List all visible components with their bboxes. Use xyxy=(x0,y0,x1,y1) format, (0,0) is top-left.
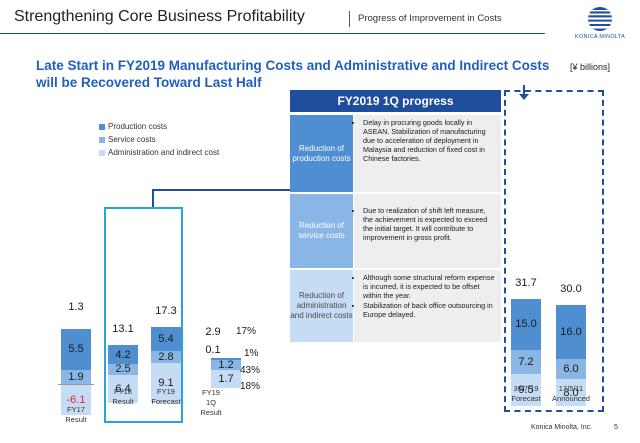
progress-rate-production: 1% xyxy=(244,348,259,359)
fy18-fy19-highlight-box xyxy=(104,207,183,423)
legend-admin: Administration and indirect cost xyxy=(99,148,219,157)
heading-line-2: will be Recovered Toward Last Half xyxy=(36,74,262,90)
bar-production-segment: 5.5 xyxy=(61,328,91,370)
progress-bullet: Stabilization of back office outsourcing… xyxy=(363,301,497,319)
company-logo: KONICA MINOLTA xyxy=(572,4,628,48)
x-axis-label-line: FY17 xyxy=(67,405,85,414)
progress-bullet: Due to realization of shift left measure… xyxy=(363,206,497,242)
legend-label-admin: Administration and indirect cost xyxy=(108,148,220,157)
progress-title: FY2019 1Q progress xyxy=(290,90,501,112)
progress-row-label-service: Reduction of service costs xyxy=(290,194,353,268)
slide-title: Strengthening Core Business Profitabilit… xyxy=(14,8,305,25)
forecast-dashed-box xyxy=(504,90,604,412)
title-separator xyxy=(349,11,350,27)
arrow-down-icon xyxy=(519,85,529,100)
progress-row-label-production: Reduction of production costs xyxy=(290,115,353,192)
slide-subtitle: Progress of Improvement in Costs xyxy=(358,13,502,24)
legend-service: Service costs xyxy=(99,135,156,144)
bar-production-value-label: 0.1 xyxy=(205,344,221,356)
heading-line-1: Late Start in FY2019 Manufacturing Costs… xyxy=(36,58,550,73)
bar-production-segment xyxy=(211,357,241,360)
bar-total-label: 1.3 xyxy=(68,300,84,313)
progress-row-text-production: Delay in procuring goods locally in ASEA… xyxy=(354,115,501,192)
title-rule xyxy=(0,33,545,34)
legend-swatch-service xyxy=(99,136,105,143)
progress-row-text-service: Due to realization of shift left measure… xyxy=(354,194,501,268)
bar-total-label: 2.9 xyxy=(205,326,221,338)
bar-service-segment-value: 1.9 xyxy=(68,370,84,383)
progress-rate-total: 17% xyxy=(236,326,257,337)
legend-swatch-production xyxy=(99,123,105,130)
x-axis-label-line: FY19 xyxy=(202,388,220,397)
x-axis-label-line: Result xyxy=(200,408,222,417)
legend-production: Production costs xyxy=(99,122,167,131)
connector-horizontal xyxy=(152,189,290,191)
fy17-zero-line xyxy=(58,384,94,385)
progress-row-label-admin: Reduction of administration and indirect… xyxy=(290,270,353,342)
bar-admin-segment-value: 1.7 xyxy=(218,372,234,385)
bar-admin-segment-value: -6.1 xyxy=(66,393,86,406)
x-axis-label: FY19 1Q Result xyxy=(186,388,236,418)
bar-admin-segment: -6.1 xyxy=(61,384,91,416)
connector-vertical xyxy=(152,190,154,207)
progress-rate-admin: 18% xyxy=(240,381,261,392)
bar-production-segment-value: 5.5 xyxy=(68,343,84,356)
legend-label-production: Production costs xyxy=(108,122,168,131)
progress-bullet: Although some structural reform expense … xyxy=(363,273,497,300)
x-axis-label-line: Result xyxy=(65,415,87,424)
page-number: 5 xyxy=(614,424,618,431)
unit-label: [¥ billions] xyxy=(570,62,611,72)
x-axis-label: FY17 Result xyxy=(51,405,101,425)
legend-label-service: Service costs xyxy=(108,135,156,144)
logo-text: KONICA MINOLTA xyxy=(574,34,626,40)
progress-bullet: Delay in procuring goods locally in ASEA… xyxy=(363,118,497,163)
footer-company: Konica Minolta, Inc. xyxy=(531,424,593,431)
legend-swatch-admin xyxy=(99,149,105,156)
bar-service-segment: 1.2 xyxy=(211,358,241,371)
progress-row-text-admin: Although some structural reform expense … xyxy=(354,270,501,342)
bar-admin-segment: 1.7 xyxy=(211,369,241,388)
progress-rate-service: 43% xyxy=(240,365,261,376)
slide-heading: Late Start in FY2019 Manufacturing Costs… xyxy=(36,58,556,91)
globe-icon xyxy=(588,7,612,31)
x-axis-label-line: 1Q xyxy=(205,398,216,407)
bar-service-segment-value: 1.2 xyxy=(218,358,234,371)
bar-service-segment: 1.9 xyxy=(61,369,91,384)
